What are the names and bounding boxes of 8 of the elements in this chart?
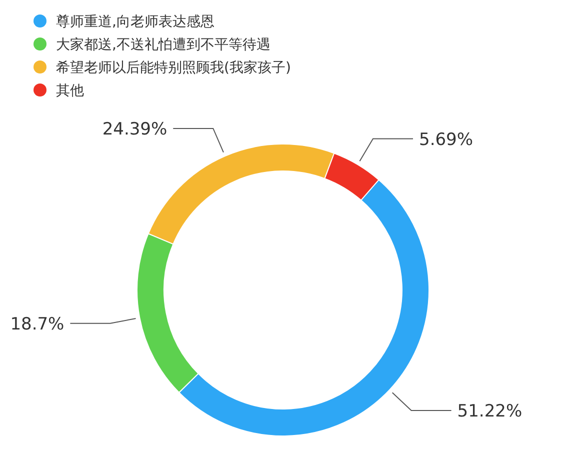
legend-label: 大家都送,不送礼怕遭到不平等待遇 — [56, 37, 270, 53]
legend-label: 希望老师以后能特别照顾我(我家孩子) — [56, 60, 291, 76]
data-label: 51.22% — [457, 401, 522, 422]
legend-label: 其他 — [56, 83, 84, 99]
legend-label: 尊师重道,向老师表达感恩 — [56, 14, 214, 30]
data-label: 5.69% — [419, 130, 474, 150]
data-label: 24.39% — [102, 119, 168, 140]
data-label: 18.7% — [10, 314, 64, 334]
